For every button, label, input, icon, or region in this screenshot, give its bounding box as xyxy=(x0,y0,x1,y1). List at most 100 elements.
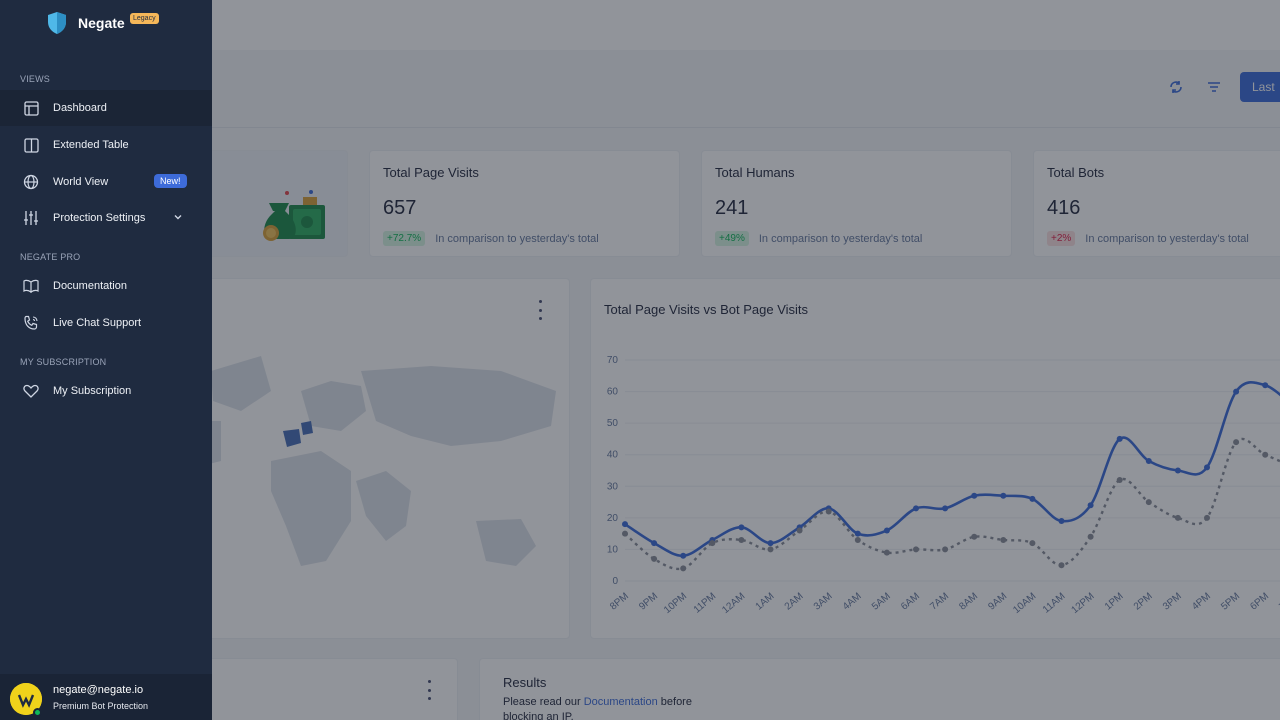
stat-change-badge: +2% xyxy=(1047,231,1076,246)
y-tick-label: 0 xyxy=(612,576,618,587)
legacy-badge: Legacy xyxy=(130,13,159,24)
book-icon xyxy=(23,278,39,294)
sidebar-item-live-chat-support[interactable]: Live Chat Support xyxy=(0,305,212,341)
brand[interactable]: Negate Legacy xyxy=(47,11,159,35)
data-point[interactable] xyxy=(1145,458,1152,465)
sidebar-item-documentation[interactable]: Documentation xyxy=(0,268,212,304)
data-point[interactable] xyxy=(680,565,687,572)
stat-card-bots: Total Bots 416 +2% In comparison to yest… xyxy=(1033,150,1280,257)
stat-note: In comparison to yesterday's total xyxy=(435,232,599,245)
data-point[interactable] xyxy=(1058,562,1065,569)
refresh-icon[interactable] xyxy=(1164,75,1188,99)
sidebar-item-dashboard[interactable]: Dashboard xyxy=(0,90,212,126)
layout-icon xyxy=(23,100,39,116)
data-point[interactable] xyxy=(796,527,803,534)
top-bar xyxy=(0,0,1280,50)
user-email: negate@negate.io xyxy=(53,684,144,696)
data-point[interactable] xyxy=(1204,514,1210,521)
card-more-icon[interactable] xyxy=(421,680,437,700)
data-point[interactable] xyxy=(913,546,919,553)
stat-change-badge: +72.7% xyxy=(383,231,426,246)
data-point[interactable] xyxy=(767,540,774,547)
user-plan: Premium Bot Protection xyxy=(53,701,149,711)
date-range-button[interactable]: Last xyxy=(1240,72,1280,102)
data-point[interactable] xyxy=(1204,464,1210,471)
data-point[interactable] xyxy=(1116,435,1123,442)
stat-value: 416 xyxy=(1047,197,1081,219)
stat-value: 657 xyxy=(383,197,417,219)
data-point[interactable] xyxy=(1174,514,1181,521)
data-point[interactable] xyxy=(1087,533,1094,540)
data-point[interactable] xyxy=(883,549,890,556)
data-point[interactable] xyxy=(971,492,978,499)
data-point[interactable] xyxy=(622,530,628,537)
data-point[interactable] xyxy=(680,552,687,559)
y-tick-label: 50 xyxy=(607,418,619,429)
data-point[interactable] xyxy=(1087,502,1094,509)
stat-note: In comparison to yesterday's total xyxy=(758,232,923,245)
data-point[interactable] xyxy=(1058,518,1065,525)
data-point[interactable] xyxy=(1145,499,1152,506)
sidebar: Negate Legacy VIEWS Dashboard Extended T… xyxy=(0,0,212,720)
data-point[interactable] xyxy=(767,546,774,553)
avatar xyxy=(10,683,42,715)
y-tick-label: 20 xyxy=(607,513,619,524)
sidebar-item-label: Live Chat Support xyxy=(53,317,142,329)
data-point[interactable] xyxy=(738,524,745,531)
page-header: rd Last xyxy=(0,50,1280,128)
data-point[interactable] xyxy=(1262,451,1269,458)
brand-name: Negate xyxy=(78,15,125,31)
sidebar-item-protection-settings[interactable]: Protection Settings xyxy=(0,200,212,236)
data-point[interactable] xyxy=(942,546,949,553)
data-point[interactable] xyxy=(1233,388,1240,395)
heart-icon xyxy=(23,383,39,399)
chevron-down-icon[interactable] xyxy=(173,212,183,225)
data-point[interactable] xyxy=(651,555,658,562)
header-tools: Last xyxy=(1164,72,1280,102)
data-point[interactable] xyxy=(1174,467,1181,474)
map-more-icon[interactable] xyxy=(532,300,548,320)
data-point[interactable] xyxy=(651,540,658,547)
data-point[interactable] xyxy=(1262,382,1269,389)
y-tick-label: 40 xyxy=(607,450,619,461)
documentation-link[interactable]: Documentation xyxy=(583,696,658,708)
data-point[interactable] xyxy=(1000,536,1007,543)
data-point[interactable] xyxy=(854,530,861,537)
stat-title: Total Bots xyxy=(1047,165,1105,180)
data-point[interactable] xyxy=(1000,492,1007,499)
stat-title: Total Page Visits xyxy=(383,165,479,180)
data-point[interactable] xyxy=(1233,439,1240,446)
filter-icon[interactable] xyxy=(1202,75,1226,99)
phone-icon xyxy=(23,315,39,331)
results-card: Results Please read our Documentation be… xyxy=(479,658,1280,720)
sidebar-item-extended-table[interactable]: Extended Table xyxy=(0,127,212,163)
data-point[interactable] xyxy=(825,508,832,515)
data-point[interactable] xyxy=(709,540,716,547)
sidebar-item-my-subscription[interactable]: My Subscription xyxy=(0,373,212,409)
data-point[interactable] xyxy=(1116,476,1123,483)
section-label-views: VIEWS xyxy=(20,74,51,84)
sidebar-item-label: World View xyxy=(53,176,109,188)
chart-title: Total Page Visits vs Bot Page Visits xyxy=(604,302,809,317)
series-line-1 xyxy=(624,437,1280,571)
stat-footer: +2% In comparison to yesterday's total xyxy=(1047,231,1249,246)
data-point[interactable] xyxy=(971,533,978,540)
results-text-before: Please read our xyxy=(503,696,584,708)
section-label-pro: NEGATE PRO xyxy=(20,252,81,262)
data-point[interactable] xyxy=(883,527,890,534)
results-title: Results xyxy=(503,675,547,690)
data-point[interactable] xyxy=(738,536,745,543)
user-profile[interactable]: negate@negate.io Premium Bot Protection xyxy=(0,674,212,720)
data-point[interactable] xyxy=(913,505,919,512)
sidebar-item-world-view[interactable]: World View New! xyxy=(0,164,212,200)
online-status-dot xyxy=(33,708,42,717)
data-point[interactable] xyxy=(622,521,628,528)
results-text-after: before blocking an IP. xyxy=(503,696,692,720)
results-text: Please read our Documentation before blo… xyxy=(503,695,703,720)
data-point[interactable] xyxy=(1029,495,1036,502)
data-point[interactable] xyxy=(942,505,949,512)
data-point[interactable] xyxy=(1029,540,1036,547)
y-tick-label: 70 xyxy=(607,355,619,366)
data-point[interactable] xyxy=(854,536,861,543)
